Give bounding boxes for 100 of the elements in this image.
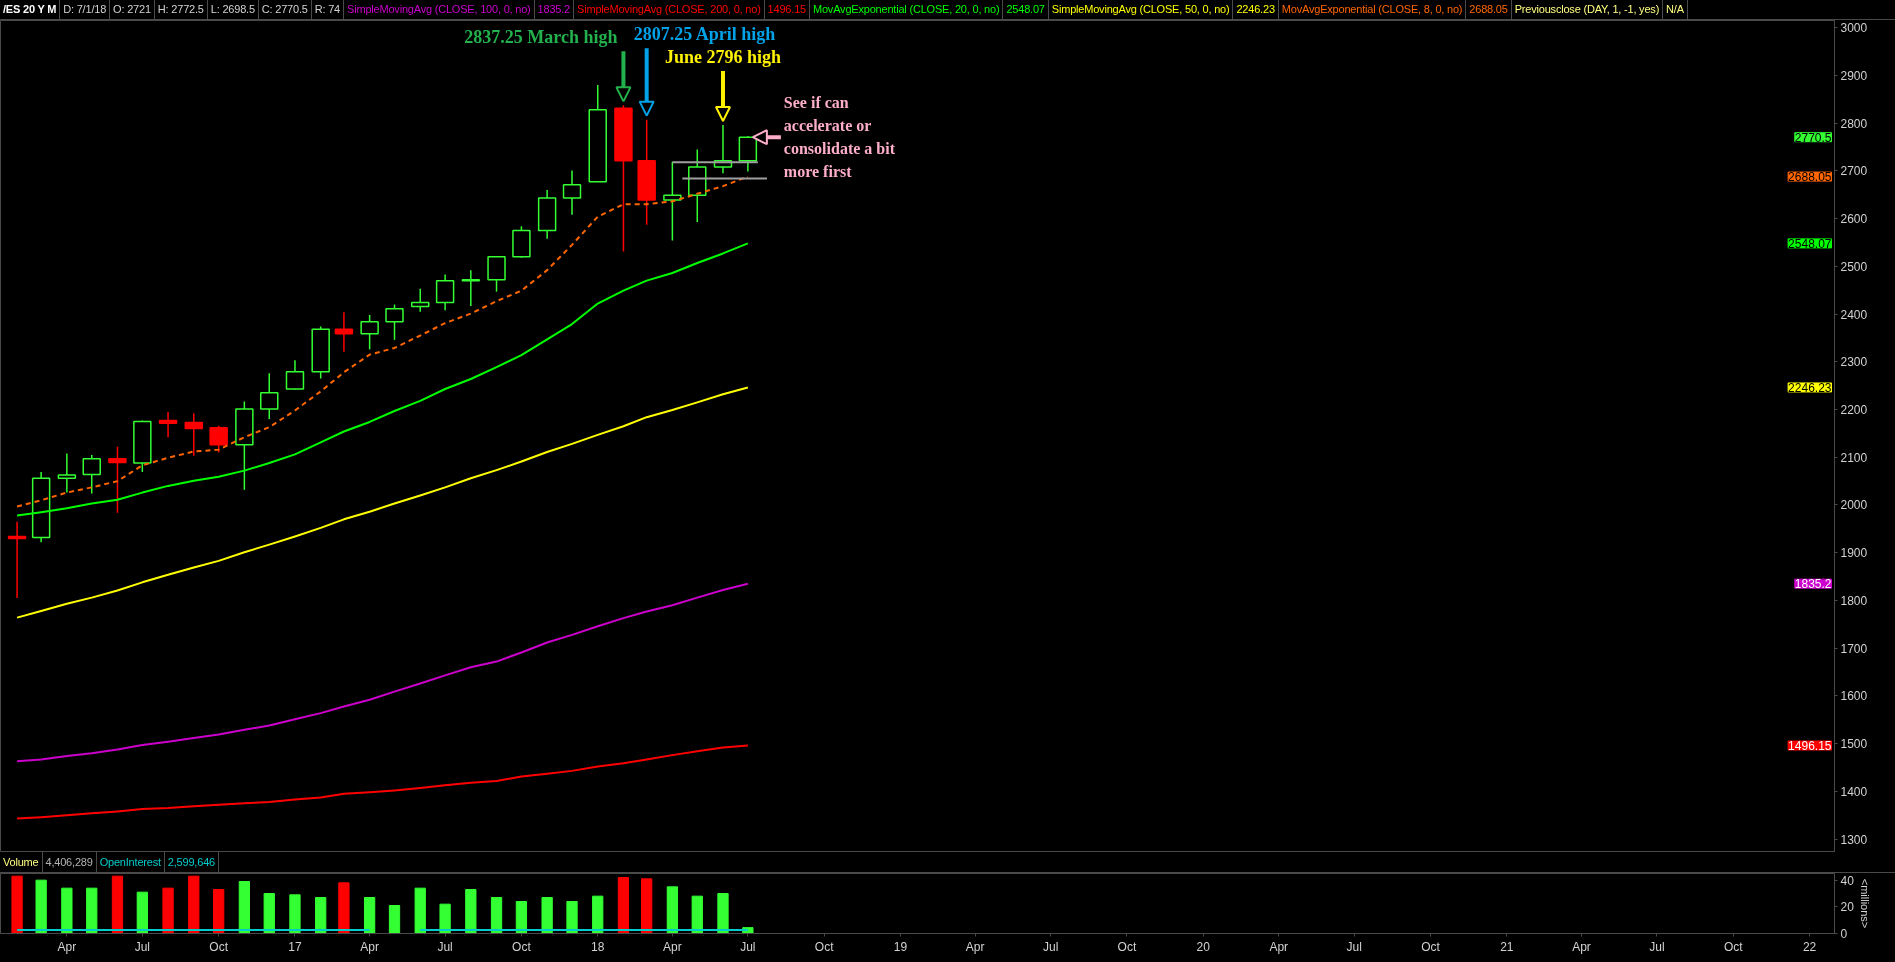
bar <box>289 894 301 934</box>
bar <box>691 895 703 934</box>
text: 2548.07 <box>1006 3 1045 15</box>
text: 2770.5 <box>1794 130 1832 145</box>
candlestick <box>57 452 77 494</box>
y-tick-label: 2800 <box>1840 116 1868 131</box>
candlestick <box>562 169 582 216</box>
bar <box>465 889 477 934</box>
x-tick-label: 21 <box>1500 939 1514 954</box>
text: 4,406,289 <box>42 852 97 872</box>
candlestick <box>487 255 506 293</box>
y-tick-label: 1300 <box>1840 832 1868 847</box>
x-tick-label: Jul <box>740 939 756 954</box>
candlestick <box>209 425 228 454</box>
annotation: 1496.15 <box>1788 739 1832 753</box>
bar <box>388 905 401 934</box>
y-tick-label: 1400 <box>1840 784 1868 799</box>
text: 2,599,646 <box>164 852 219 872</box>
candlestick <box>385 303 404 341</box>
annotation: 2837.25 March high <box>464 27 618 48</box>
candlestick <box>285 359 305 391</box>
annotation: See if can accelerate or consolidate a bit more first <box>783 94 896 180</box>
text: SimpleMovingAvg (CLOSE, 50, 0, no) <box>1048 0 1234 19</box>
x-tick-label: Apr <box>965 939 985 954</box>
bar <box>338 882 350 934</box>
line-series <box>16 386 749 619</box>
y-tick-label: 1800 <box>1840 593 1868 608</box>
text: 2688.05 <box>1469 3 1508 15</box>
bar <box>61 887 73 934</box>
text: OpenInterest <box>96 852 165 872</box>
annotation: 2246.23 <box>1788 380 1832 395</box>
bar <box>566 901 578 934</box>
y-tick-label: 1700 <box>1840 641 1868 656</box>
bar <box>617 877 630 934</box>
bar <box>238 881 251 934</box>
bar <box>414 887 426 934</box>
x-tick-label: Oct <box>814 939 835 954</box>
text: H: 2772.5 <box>154 0 208 19</box>
x-tick-label: 18 <box>591 939 605 954</box>
chart-title: /ES 20 Y M <box>0 0 61 19</box>
x-tick-label: Apr <box>1269 939 1289 954</box>
legend-label: Previousclose (DAY, 1, -1, yes) <box>1511 0 1664 19</box>
bar <box>188 875 200 934</box>
text: D: 7/1/18 <box>60 0 111 19</box>
y-tick-label: 2300 <box>1840 355 1868 370</box>
text: 2246.23 <box>1236 3 1275 15</box>
y-tick-label: 2200 <box>1840 403 1868 418</box>
line-series <box>16 175 749 508</box>
bar <box>11 875 23 934</box>
text: SimpleMovingAvg (CLOSE, 100, 0, no) <box>344 0 535 19</box>
y-tick-label: 0 <box>1840 927 1848 941</box>
y-tick-label: 3000 <box>1840 21 1868 36</box>
y-tick-label: 1600 <box>1840 689 1868 704</box>
annotation: 2688.05 <box>1788 170 1832 185</box>
y-tick-label: 2400 <box>1840 307 1868 322</box>
bar <box>263 893 275 934</box>
candlestick <box>435 273 455 311</box>
y-tick-label: 2700 <box>1840 164 1868 179</box>
line-series <box>16 744 749 820</box>
bar <box>363 897 376 934</box>
bar <box>490 897 503 934</box>
text: N/A <box>1663 0 1688 19</box>
x-tick-label: Jul <box>437 939 453 954</box>
candlestick <box>82 454 101 495</box>
x-tick-label: 20 <box>1196 939 1211 954</box>
y-tick-label: 1900 <box>1840 546 1868 561</box>
y-tick-label: 20 <box>1840 900 1855 915</box>
bar <box>136 891 148 934</box>
annotation: 1835.2 <box>1794 577 1832 592</box>
x-tick-label: Apr <box>663 939 682 954</box>
candlestick <box>108 446 127 514</box>
text: MovAvgExponential (CLOSE, 20, 0, no) <box>809 0 1004 19</box>
candlestick <box>184 412 204 457</box>
text: SimpleMovingAvg (CLOSE, 200, 0, no) <box>574 0 765 19</box>
y-axis-title: <millions> <box>1858 878 1871 929</box>
bar <box>86 887 98 934</box>
bar <box>515 901 528 934</box>
y-tick-label: 2900 <box>1840 68 1868 83</box>
bar <box>315 897 327 934</box>
x-tick-label: Apr <box>1572 939 1591 954</box>
y-tick-label: 2000 <box>1840 498 1868 513</box>
x-tick-label: Apr <box>57 939 77 954</box>
y-tick-label: 2600 <box>1840 212 1868 227</box>
bar <box>35 879 47 934</box>
x-tick-label: 17 <box>288 939 302 954</box>
bar <box>666 886 679 934</box>
line-series <box>16 582 749 763</box>
annotation: 2548.07 <box>1788 236 1832 251</box>
x-tick-label: Jul <box>1649 939 1665 954</box>
candlestick <box>410 288 430 313</box>
x-tick-label: Jul <box>1346 939 1362 954</box>
x-tick-label: Jul <box>134 939 151 954</box>
x-tick-label: Apr <box>360 939 379 954</box>
x-tick-label: Oct <box>512 939 532 954</box>
y-tick-label: 40 <box>1840 873 1855 888</box>
candlestick <box>360 314 379 351</box>
x-tick-label: Oct <box>1723 939 1744 954</box>
text: L: 2698.5 <box>207 0 259 19</box>
bar <box>717 893 729 934</box>
x-tick-label: Oct <box>1117 939 1137 954</box>
